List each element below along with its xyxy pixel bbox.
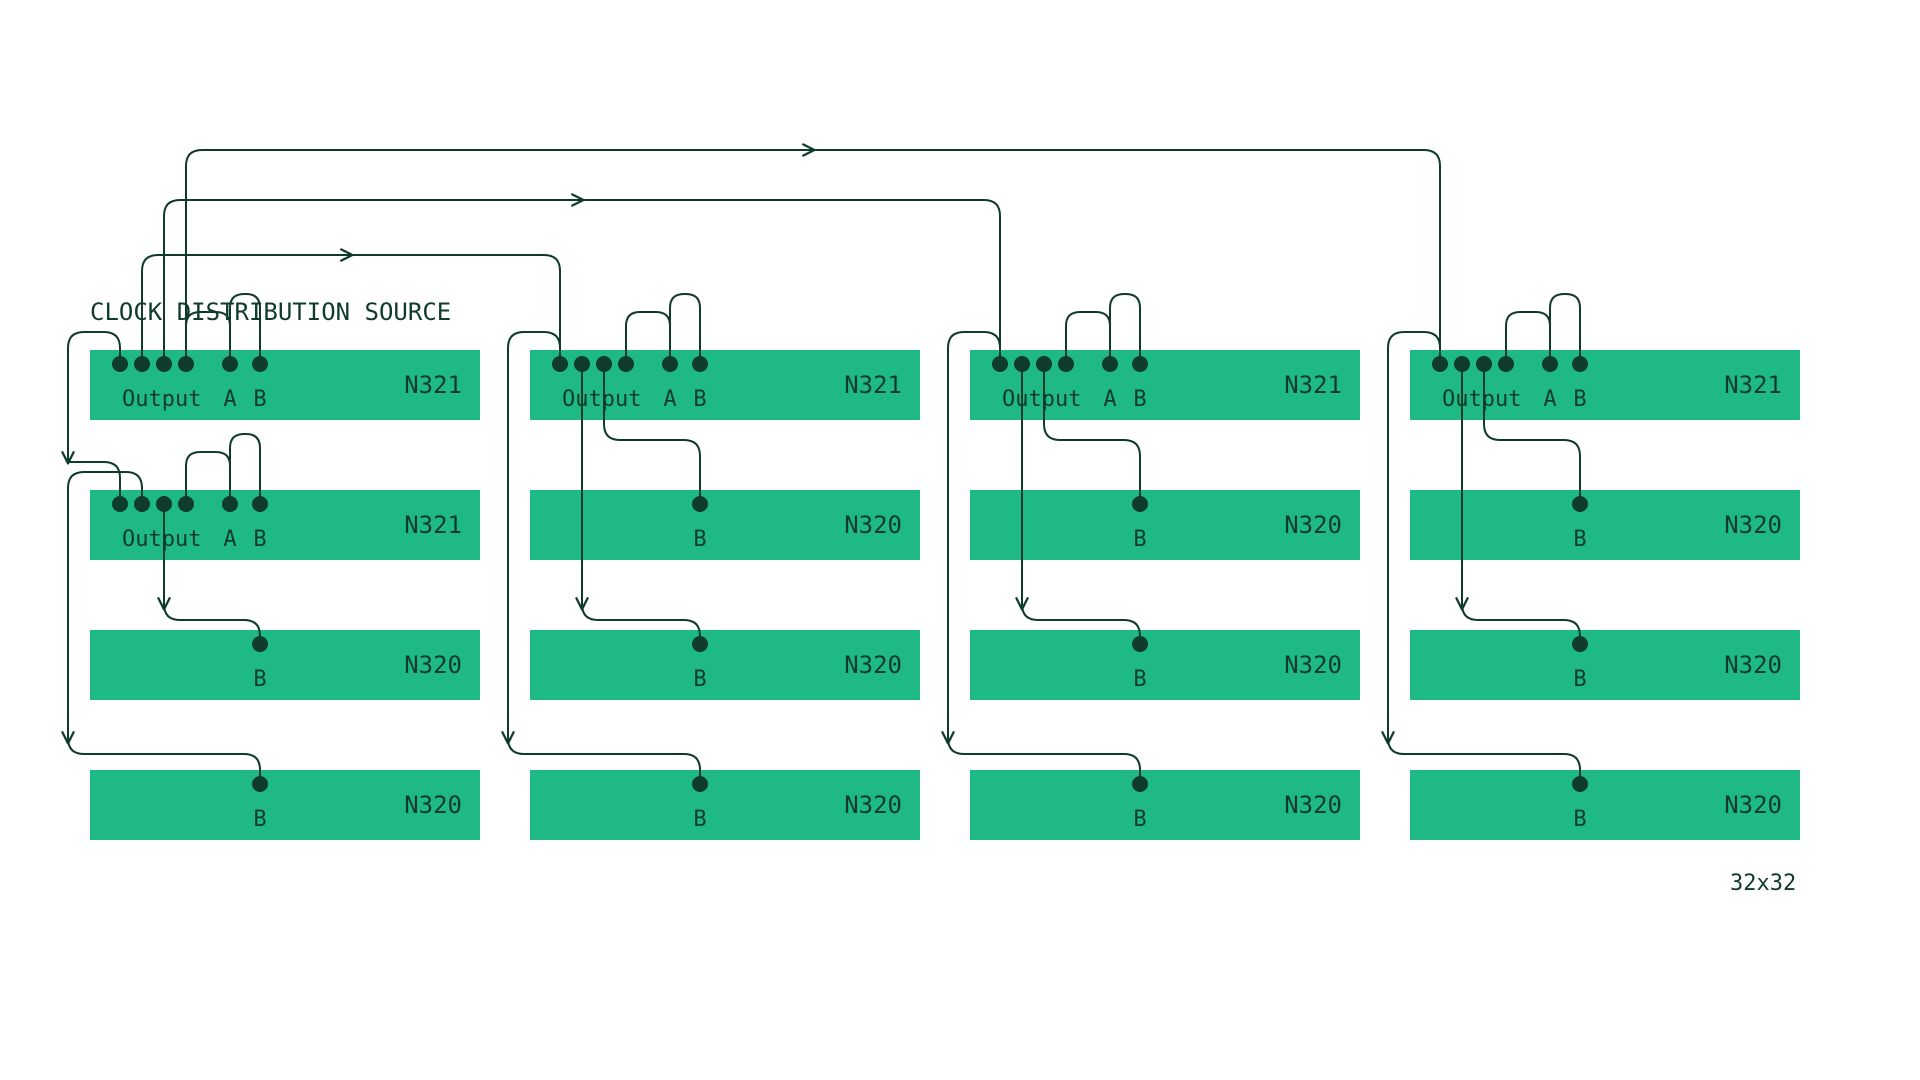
port-label-b: B — [693, 527, 706, 552]
port-label-b: B — [253, 807, 266, 832]
port-label-b: B — [693, 387, 706, 412]
footer-label: 32x32 — [1730, 871, 1796, 896]
device-label: N320 — [844, 651, 902, 679]
port-label-b: B — [1133, 387, 1146, 412]
port-label-output: Output — [122, 527, 201, 552]
port-label-output: Output — [1002, 387, 1081, 412]
device-label: N321 — [404, 371, 462, 399]
port-label-b: B — [1133, 807, 1146, 832]
port-label-b: B — [1573, 527, 1586, 552]
diagram-title: CLOCK DISTRIBUTION SOURCE — [90, 298, 451, 326]
device-label: N320 — [1284, 651, 1342, 679]
device-label: N320 — [1724, 651, 1782, 679]
port-label-b: B — [253, 387, 266, 412]
device-label: N321 — [1284, 371, 1342, 399]
port-label-b: B — [1133, 667, 1146, 692]
port-label-b: B — [253, 527, 266, 552]
bus-wire — [164, 200, 582, 360]
port-label-a: A — [223, 387, 236, 412]
port-label-b: B — [1573, 387, 1586, 412]
port-label-a: A — [663, 387, 676, 412]
device-label: N320 — [404, 651, 462, 679]
port-label-a: A — [1103, 387, 1116, 412]
port-label-b: B — [1573, 667, 1586, 692]
device-label: N321 — [404, 511, 462, 539]
device-label: N320 — [1724, 791, 1782, 819]
device-label: N320 — [844, 511, 902, 539]
port-label-output: Output — [562, 387, 641, 412]
port-label-output: Output — [1442, 387, 1521, 412]
device-label: N320 — [1284, 511, 1342, 539]
bus-wire — [582, 200, 1000, 360]
port-label-output: Output — [122, 387, 201, 412]
device-label: N321 — [844, 371, 902, 399]
device-label: N321 — [1724, 371, 1782, 399]
port-label-b: B — [693, 807, 706, 832]
port-label-b: B — [253, 667, 266, 692]
device-label: N320 — [1284, 791, 1342, 819]
device-label: N320 — [844, 791, 902, 819]
port-label-a: A — [223, 527, 236, 552]
port-label-b: B — [693, 667, 706, 692]
bus-wire — [813, 150, 1440, 360]
port-label-b: B — [1573, 807, 1586, 832]
port-label-b: B — [1133, 527, 1146, 552]
port-label-a: A — [1543, 387, 1556, 412]
device-label: N320 — [1724, 511, 1782, 539]
clock-distribution-diagram: N321OutputABN321OutputABN320BN320BN321Ou… — [0, 0, 1920, 1080]
device-label: N320 — [404, 791, 462, 819]
